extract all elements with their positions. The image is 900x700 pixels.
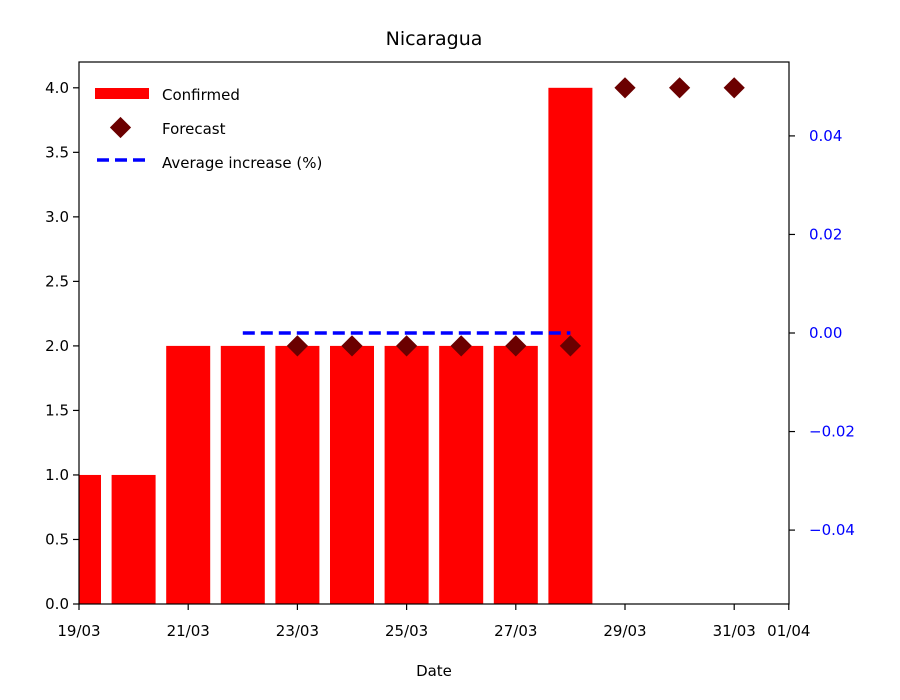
- bar-confirmed: [220, 345, 265, 604]
- plot-area: 0.0 0.5 1.0 1.5 2.0 2.5 3.0 3.5 4.0 0.04 0.02 0.00 −…: [45, 61, 855, 640]
- bar-confirmed: [439, 345, 484, 604]
- x-tick-label: 25/03: [385, 622, 428, 640]
- bar-confirmed: [275, 345, 320, 604]
- y-tick-label: 1.0: [45, 466, 69, 484]
- x-tick-label: 19/03: [57, 622, 100, 640]
- y-tick-label: 2.5: [45, 272, 69, 290]
- forecast-point: [614, 77, 636, 99]
- legend-average-label: Average increase (%): [162, 154, 322, 172]
- y-right-tick-label: 0.04: [809, 127, 842, 145]
- bar-confirmed: [166, 345, 211, 604]
- y-right-tick-label: 0.00: [809, 324, 842, 342]
- legend-forecast-label: Forecast: [162, 120, 226, 138]
- x-tick-label: 23/03: [276, 622, 319, 640]
- legend-confirmed-swatch: [95, 88, 149, 99]
- bar-confirmed: [79, 474, 101, 604]
- x-tick-label: 27/03: [494, 622, 537, 640]
- bar-confirmed: [493, 345, 538, 604]
- y-tick-label: 3.5: [45, 143, 69, 161]
- forecast-point: [668, 77, 691, 99]
- legend-confirmed-label: Confirmed: [162, 86, 240, 104]
- y-tick-label: 1.5: [45, 401, 69, 419]
- x-tick-label: 29/03: [603, 622, 646, 640]
- bar-confirmed: [111, 474, 156, 604]
- y-right-tick-label: −0.04: [809, 521, 855, 539]
- x-tick-label: 31/03: [713, 622, 756, 640]
- x-tick-label: 21/03: [167, 622, 210, 640]
- x-tick-label: 01/04: [767, 622, 810, 640]
- x-axis-label: Date: [416, 662, 452, 680]
- y-tick-label: 3.0: [45, 208, 69, 226]
- forecast-point: [559, 335, 582, 357]
- y-right-tick-label: −0.02: [809, 423, 855, 441]
- y-right-tick-label: 0.02: [809, 225, 842, 243]
- legend-forecast-marker: [109, 116, 132, 139]
- y-tick-label: 0.5: [45, 530, 69, 548]
- forecast-point: [723, 77, 745, 99]
- legend: Confirmed Forecast Average increase (%): [95, 86, 322, 172]
- bar-confirmed: [384, 345, 429, 604]
- y-tick-label: 4.0: [45, 79, 69, 97]
- y-tick-label: 2.0: [45, 337, 69, 355]
- chart-title: Nicaragua: [386, 28, 483, 50]
- y-tick-label: 0.0: [45, 595, 69, 613]
- bar-confirmed: [330, 345, 374, 604]
